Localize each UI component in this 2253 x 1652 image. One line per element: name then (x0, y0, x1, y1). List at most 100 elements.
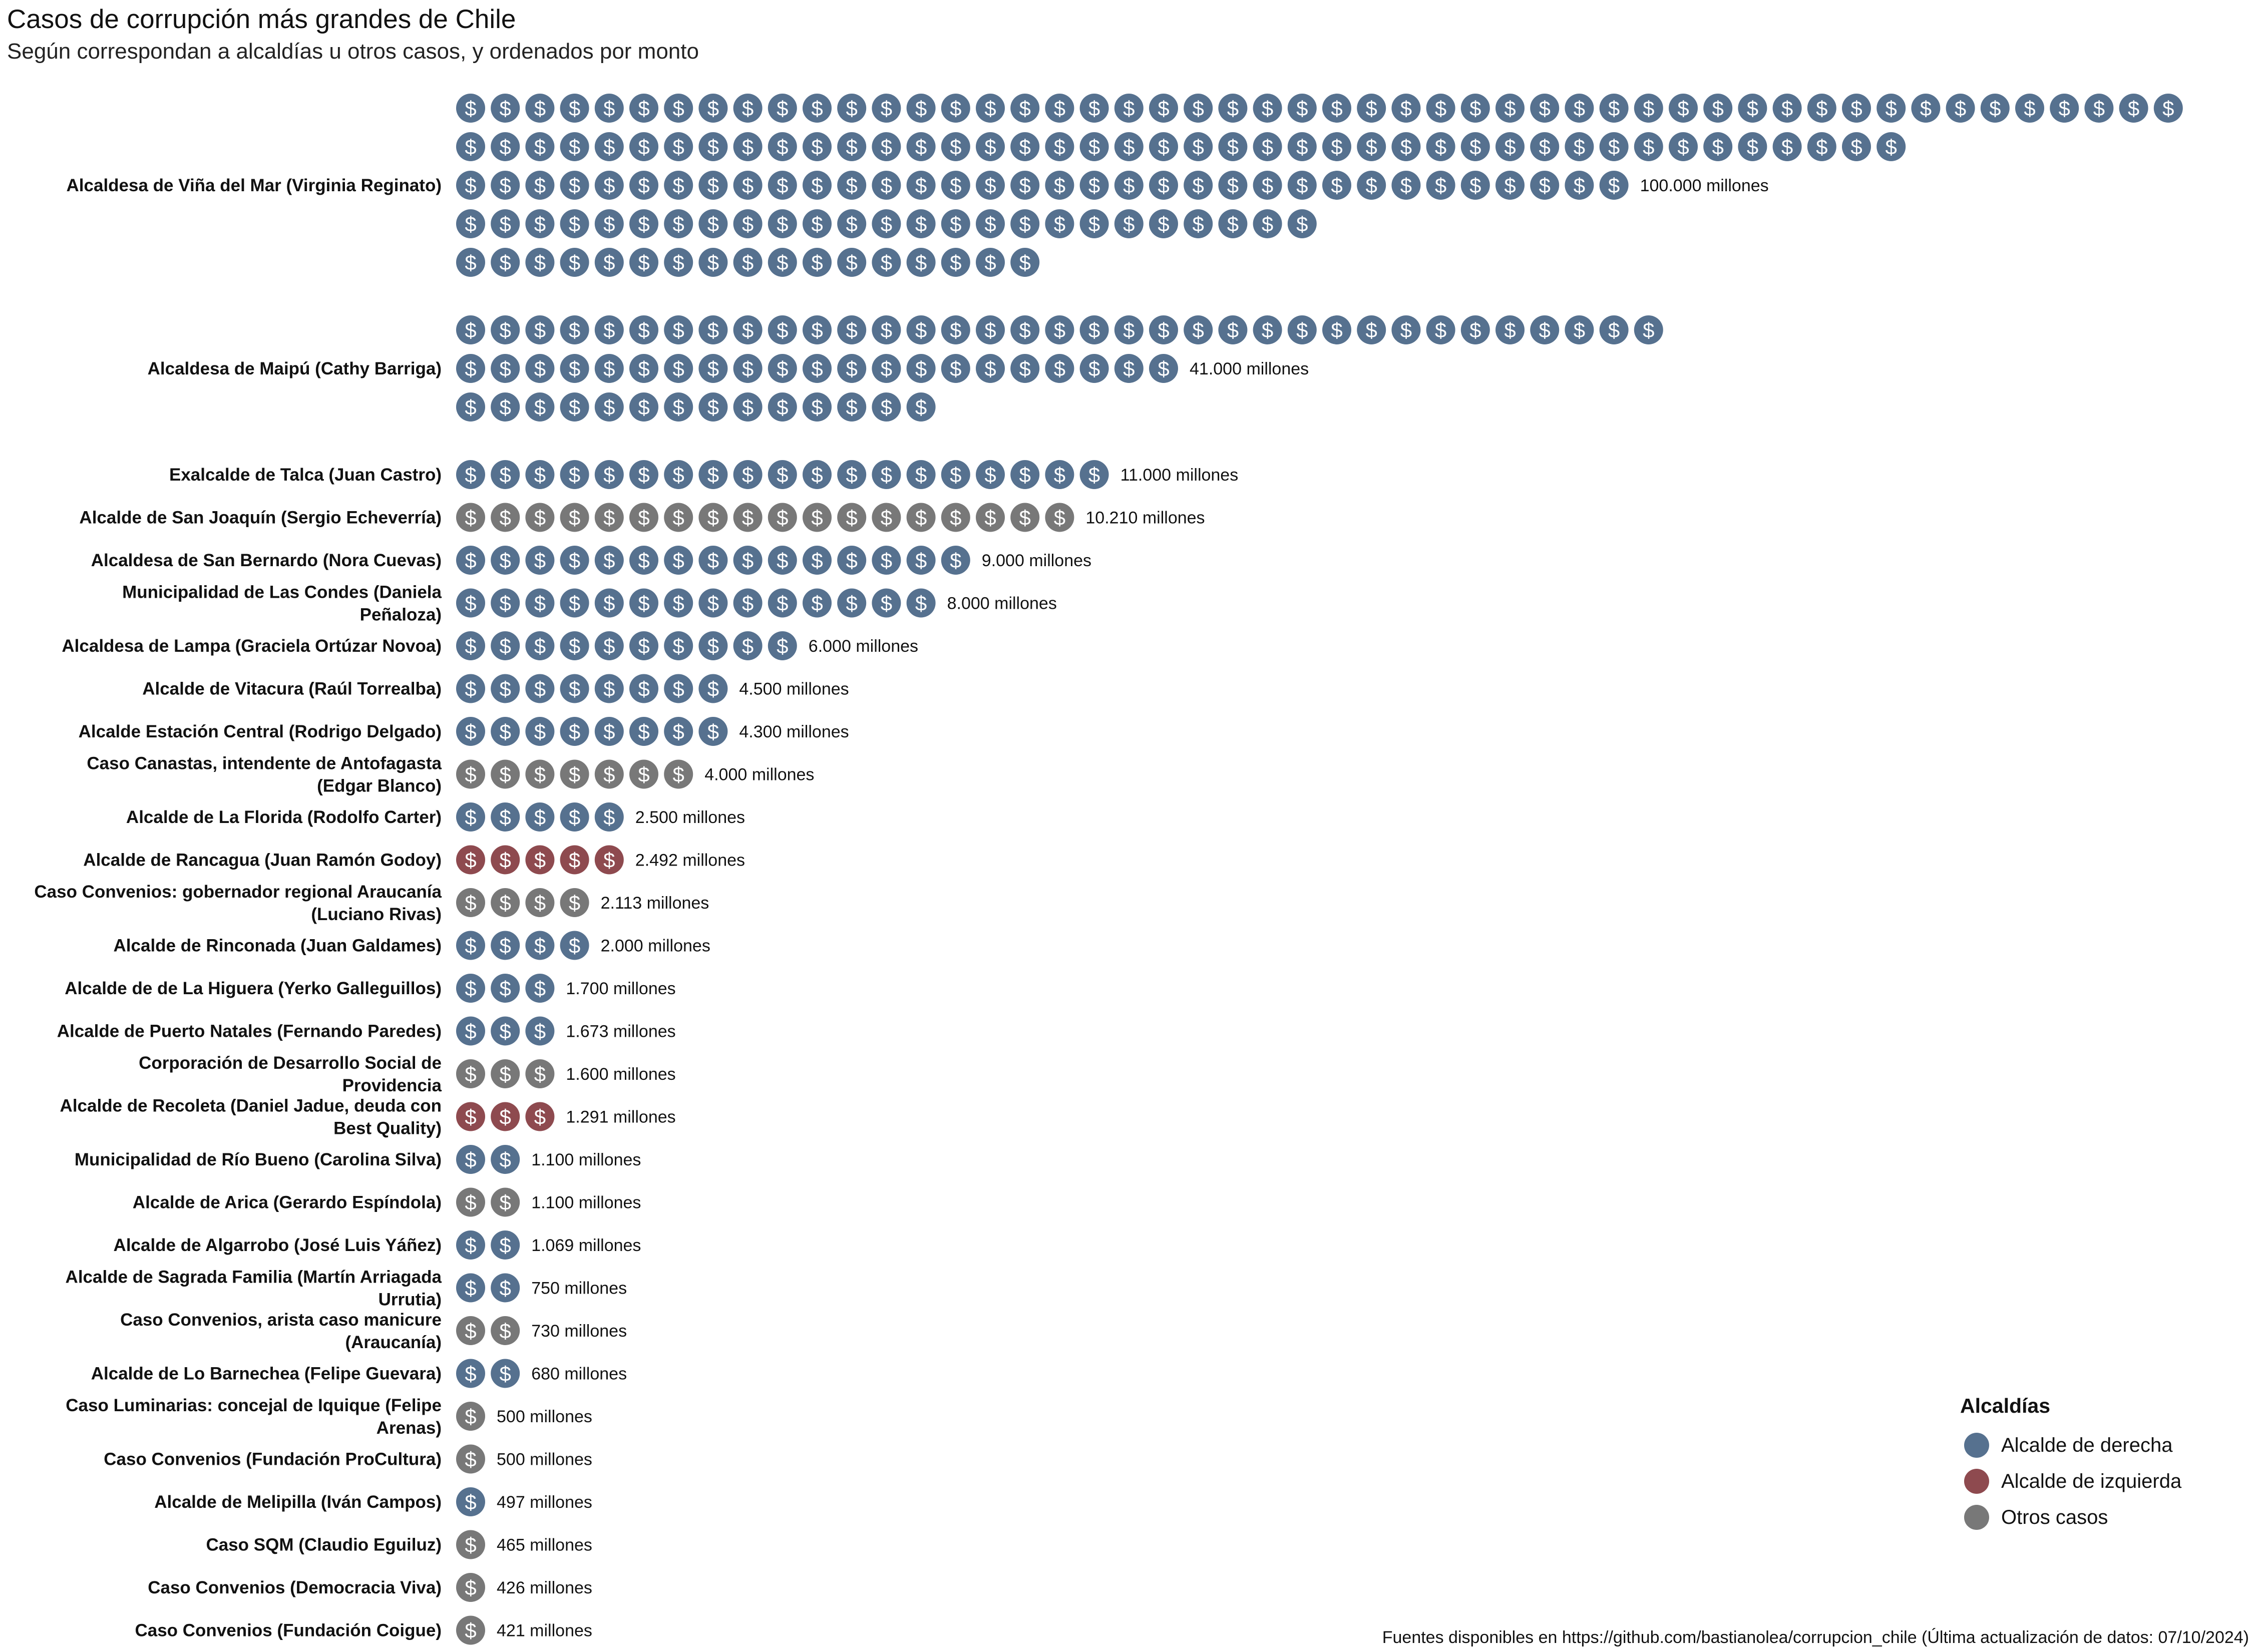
dollar-icon: $ (560, 717, 589, 746)
dollar-icon: $ (941, 94, 970, 123)
dollar-icon: $ (1253, 132, 1282, 161)
dollar-icon: $ (1565, 171, 1594, 200)
dollar-icon: $ (594, 759, 624, 789)
svg-text:$: $ (950, 174, 961, 197)
svg-text:$: $ (984, 318, 996, 342)
dollar-icon: $ (698, 631, 728, 660)
svg-text:$: $ (569, 763, 580, 786)
chart-title: Casos de corrupción más grandes de Chile (7, 5, 516, 34)
dollar-icon: $ (456, 354, 485, 383)
svg-text:$: $ (1123, 174, 1135, 197)
case-row: $426 millones Caso Convenios (Democracia … (148, 1573, 592, 1602)
dollar-icon: $ (594, 354, 624, 383)
dollar-icon: $ (1079, 94, 1109, 123)
svg-text:$: $ (811, 506, 823, 530)
dollar-icon: $ (1045, 94, 1074, 123)
dollar-icon: $ (560, 392, 589, 422)
svg-text:$: $ (1781, 97, 1793, 120)
dollar-icon: $ (872, 503, 901, 532)
dollar-icon: $ (803, 209, 832, 238)
dollar-icon: $ (560, 209, 589, 238)
svg-text:$: $ (673, 318, 684, 342)
dollar-icon: $ (1391, 315, 1421, 344)
dollar-icon: $ (456, 588, 485, 618)
svg-text:$: $ (465, 891, 476, 915)
dollar-icon: $ (768, 392, 797, 422)
dollar-icon: $ (1218, 209, 1248, 238)
dollar-icon: $ (594, 392, 624, 422)
svg-text:$: $ (673, 720, 684, 743)
svg-text:$: $ (707, 212, 719, 236)
dollar-icon: $ (491, 1230, 520, 1260)
dollar-icon: $ (837, 94, 867, 123)
svg-text:$: $ (603, 634, 615, 658)
value-label: 2.000 millones (601, 937, 710, 956)
svg-text:$: $ (1019, 318, 1031, 342)
dollar-icon: $ (733, 132, 763, 161)
svg-text:$: $ (1366, 135, 1377, 159)
case-row: $ $ $ $ $ $ $ $ $ $6.000 millones Alcaldesa de Lam… (62, 631, 918, 660)
svg-text:$: $ (777, 212, 788, 236)
svg-text:$: $ (2128, 97, 2139, 120)
svg-text:$: $ (569, 634, 580, 658)
dollar-icon: $ (1114, 94, 1144, 123)
dollar-icon: $ (906, 392, 936, 422)
svg-text:$: $ (1193, 212, 1204, 236)
svg-text:$: $ (1019, 174, 1031, 197)
dollar-icon: $ (976, 503, 1005, 532)
svg-text:$: $ (846, 318, 858, 342)
dollar-icon: $ (768, 631, 797, 660)
legend-swatch-icon (1964, 1469, 1989, 1494)
dollar-icon: $ (906, 94, 936, 123)
category-label: Caso Canastas, intendente de Antofagasta… (87, 754, 442, 796)
dollar-icon: $ (872, 171, 901, 200)
dollar-icon: $ (768, 132, 797, 161)
svg-text:$: $ (811, 592, 823, 615)
value-label: 100.000 millones (1640, 176, 1769, 195)
value-label: 1.673 millones (566, 1022, 675, 1041)
dollar-icon: $ (1495, 94, 1525, 123)
dollar-icon: $ (1980, 94, 2010, 123)
svg-text:$: $ (2024, 97, 2035, 120)
svg-text:$: $ (1262, 135, 1273, 159)
svg-text:$: $ (1469, 135, 1481, 159)
dollar-icon: $ (664, 315, 693, 344)
svg-text:$: $ (1435, 135, 1446, 159)
svg-text:$: $ (465, 1277, 476, 1300)
dollar-icon: $ (525, 503, 555, 532)
svg-text:$: $ (465, 1362, 476, 1386)
svg-text:$: $ (1193, 135, 1204, 159)
dollar-icon: $ (456, 802, 485, 832)
svg-text:$: $ (1435, 318, 1446, 342)
svg-text:$: $ (569, 97, 580, 120)
svg-text:$: $ (1227, 97, 1239, 120)
svg-text:$: $ (1331, 135, 1342, 159)
svg-text:$: $ (811, 135, 823, 159)
dollar-icon: $ (456, 1359, 485, 1388)
svg-text:$: $ (1227, 212, 1239, 236)
category-label: Alcalde de de La Higuera (Yerko Gallegui… (65, 979, 442, 998)
dollar-icon: $ (803, 171, 832, 200)
svg-text:$: $ (984, 251, 996, 274)
case-row: $ $ $ $2.000 millones Alcalde de Rinconada (… (114, 931, 710, 960)
svg-text:$: $ (1504, 135, 1516, 159)
svg-text:$: $ (2162, 97, 2174, 120)
svg-text:$: $ (673, 592, 684, 615)
dollar-icon: $ (525, 546, 555, 575)
dollar-icon: $ (837, 354, 867, 383)
dollar-icon: $ (733, 315, 763, 344)
svg-text:$: $ (1747, 135, 1758, 159)
dollar-icon: $ (872, 209, 901, 238)
svg-text:$: $ (603, 251, 615, 274)
dollar-icon: $ (491, 759, 520, 789)
svg-text:$: $ (465, 1148, 476, 1171)
svg-text:$: $ (638, 677, 649, 701)
dollar-icon: $ (1669, 94, 1698, 123)
value-label: 1.291 millones (566, 1108, 675, 1127)
dollar-icon: $ (560, 460, 589, 489)
svg-text:$: $ (1019, 463, 1031, 487)
svg-text:$: $ (1504, 97, 1516, 120)
dollar-icon: $ (1426, 132, 1455, 161)
dollar-icon: $ (560, 171, 589, 200)
svg-text:$: $ (915, 395, 927, 419)
